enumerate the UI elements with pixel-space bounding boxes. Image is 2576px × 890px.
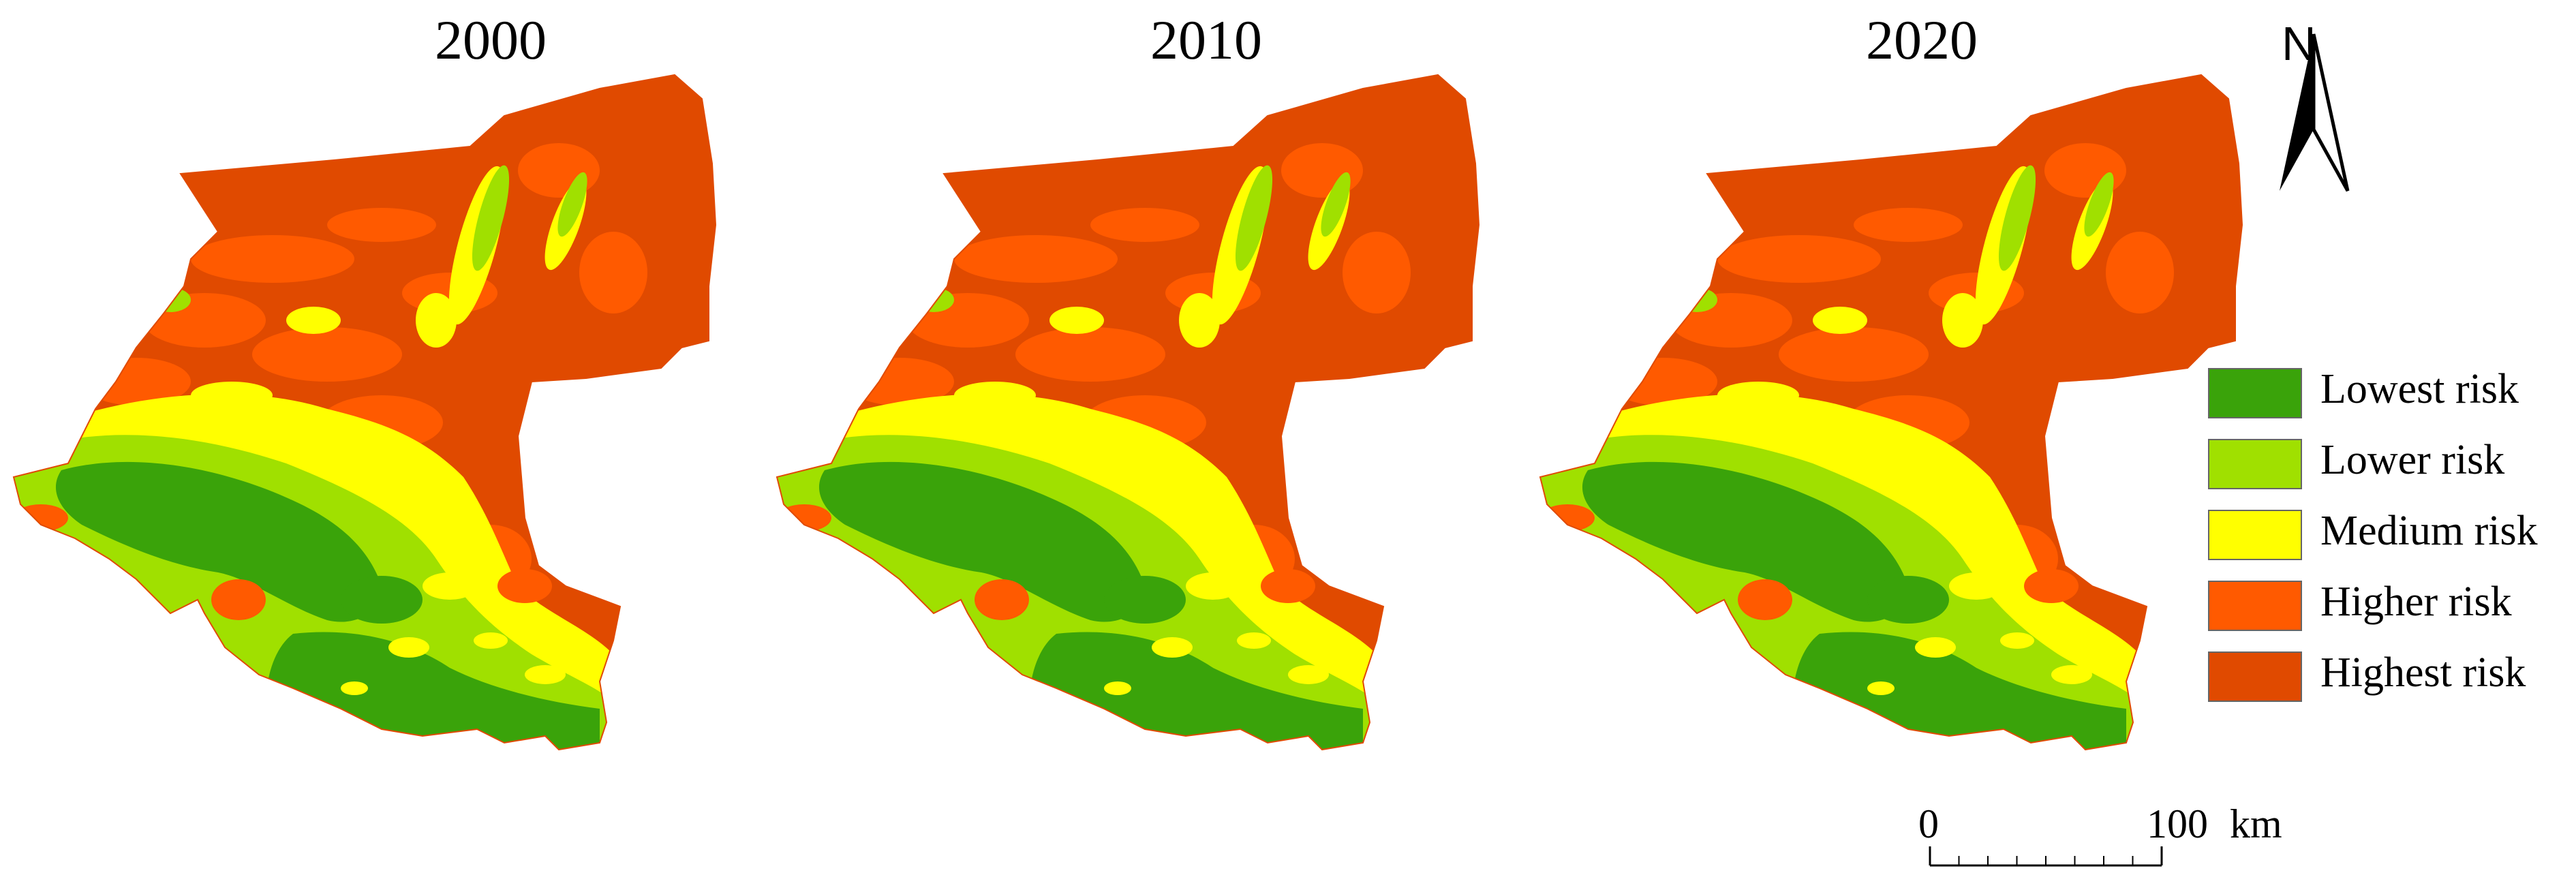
legend-item-medium: Medium risk <box>2208 503 2576 574</box>
legend-swatch <box>2208 368 2302 418</box>
panel-title-2020: 2020 <box>1866 9 1978 71</box>
legend-swatch <box>2208 439 2302 489</box>
scale-start-label: 0 <box>1918 801 1939 846</box>
scale-unit-label: km <box>2230 801 2282 846</box>
map-2000 <box>14 75 716 750</box>
panel-title-2000: 2000 <box>435 9 547 71</box>
legend-label: Highest risk <box>2320 649 2526 696</box>
legend-item-lowest: Lowest risk <box>2208 361 2576 432</box>
legend-label: Higher risk <box>2320 579 2512 625</box>
legend: Lowest risk Lower risk Medium risk Highe… <box>2208 361 2576 716</box>
legend-item-higher: Higher risk <box>2208 574 2576 645</box>
map-2020 <box>1540 75 2242 750</box>
legend-swatch <box>2208 651 2302 702</box>
scale-end-label: 100 <box>2147 801 2208 846</box>
legend-label: Lowest risk <box>2320 366 2519 412</box>
north-arrow-icon <box>2280 33 2350 192</box>
legend-swatch <box>2208 510 2302 560</box>
legend-label: Lower risk <box>2320 437 2505 483</box>
panel-title-2010: 2010 <box>1150 9 1262 71</box>
legend-item-lower: Lower risk <box>2208 432 2576 503</box>
legend-swatch <box>2208 581 2302 631</box>
legend-label: Medium risk <box>2320 508 2538 554</box>
map-2010 <box>777 75 1479 750</box>
scale-bar <box>1929 846 2163 867</box>
legend-item-highest: Highest risk <box>2208 645 2576 716</box>
